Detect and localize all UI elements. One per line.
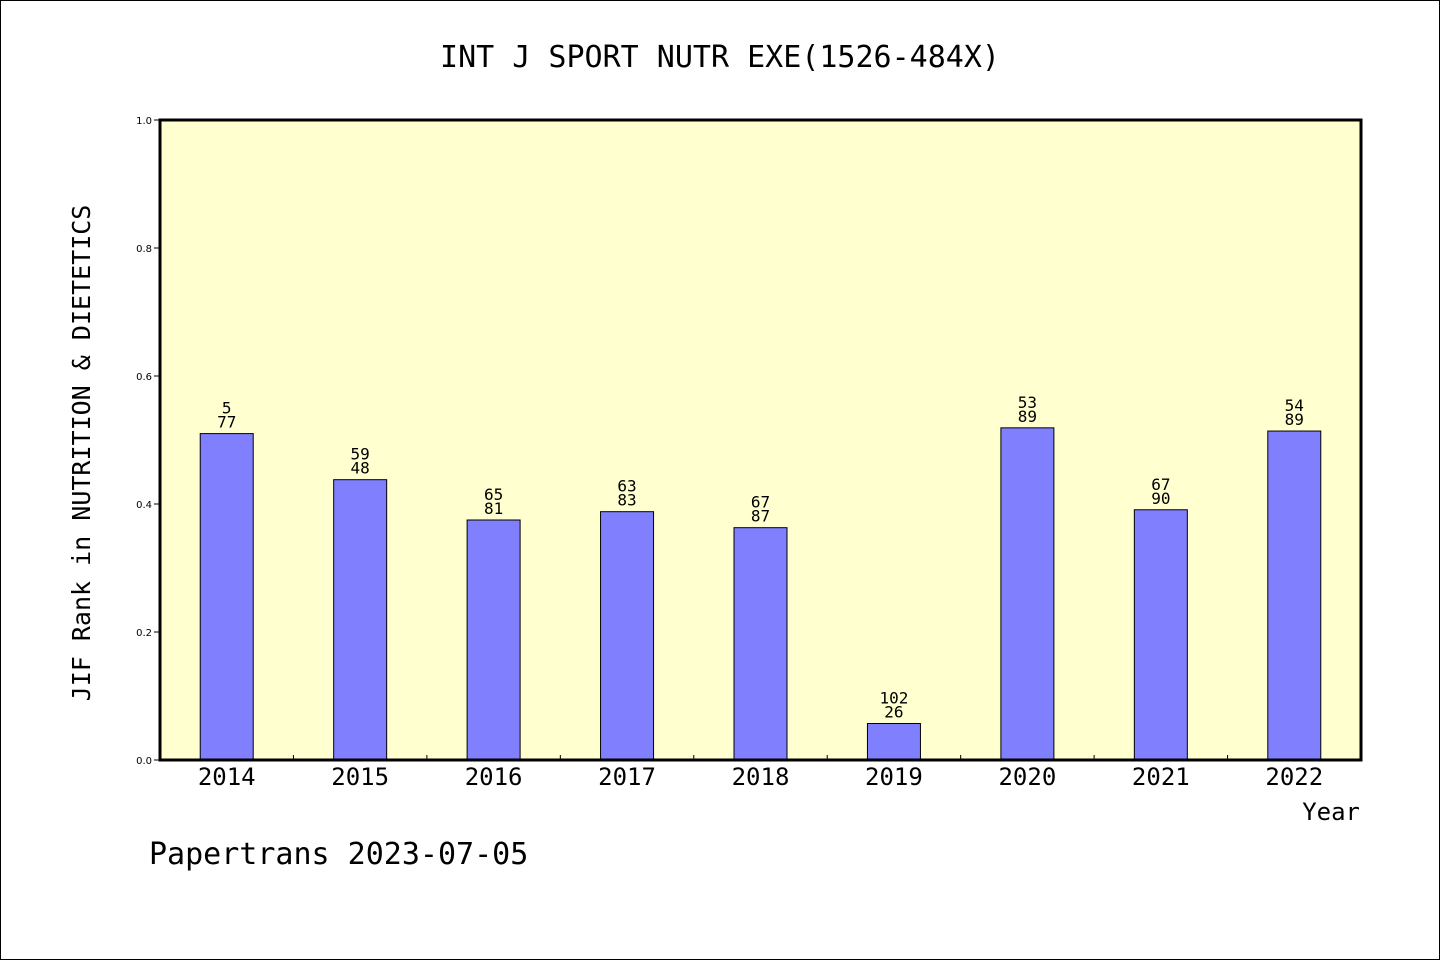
bar-label-rank: 63	[617, 477, 636, 496]
y-tick-label: 0.8	[136, 244, 152, 255]
x-tick-label: 2021	[1132, 763, 1190, 791]
bar-label-rank: 67	[751, 493, 770, 512]
x-axis-ticks: 2014 2015 2016 2017 2018 2019 2020 2021 2022	[198, 755, 1323, 791]
bar-label-rank: 65	[484, 485, 503, 504]
bar-label-percentile: 87	[751, 507, 770, 526]
x-tick-label: 2017	[598, 763, 656, 791]
bar-label-rank: 59	[351, 445, 370, 464]
y-axis-ticks: 0.0 0.2 0.4 0.6 0.8 1.0	[136, 116, 160, 767]
bar-label-percentile: 26	[884, 703, 903, 722]
bar-2016	[466, 519, 521, 761]
y-tick-label: 0.2	[136, 628, 152, 639]
bar-label-percentile: 89	[1018, 407, 1037, 426]
y-tick-label: 0.4	[136, 500, 152, 511]
bars-group	[199, 427, 1322, 761]
chart-title: INT J SPORT NUTR EXE(1526-484X)	[440, 40, 1000, 75]
bar-label-percentile: 48	[351, 459, 370, 478]
x-tick-label: 2018	[732, 763, 790, 791]
bar-2015	[333, 479, 388, 761]
footer-watermark: Papertrans 2023-07-05	[149, 837, 528, 872]
x-tick-label: 2022	[1265, 763, 1323, 791]
bar-2019	[866, 723, 921, 761]
bar-label-percentile: 77	[217, 413, 236, 432]
bar-2017	[600, 511, 655, 761]
y-axis-label: JIF Rank in NUTRITION & DIETETICS	[67, 205, 96, 702]
bar-2022	[1267, 430, 1322, 761]
bar-2020	[1000, 427, 1055, 761]
bar-2018	[733, 527, 788, 761]
bar-label-rank: 54	[1285, 396, 1304, 415]
x-tick-label: 2019	[865, 763, 923, 791]
y-tick-label: 1.0	[136, 116, 152, 127]
x-tick-label: 2020	[998, 763, 1056, 791]
plot-border	[158, 118, 1363, 762]
x-axis-label: Year	[1302, 798, 1360, 826]
bar-label-percentile: 89	[1285, 410, 1304, 429]
bar-label-percentile: 90	[1151, 489, 1170, 508]
bar-label-rank: 102	[879, 689, 908, 708]
x-tick-label: 2014	[198, 763, 256, 791]
bar-label-rank: 53	[1018, 393, 1037, 412]
bar-label-percentile: 81	[484, 499, 503, 518]
bar-label-rank: 5	[222, 399, 232, 418]
x-tick-label: 2016	[465, 763, 523, 791]
y-tick-label: 0.0	[136, 756, 152, 767]
y-tick-label: 0.6	[136, 372, 152, 383]
x-tick-label: 2015	[331, 763, 389, 791]
bar-2021	[1133, 509, 1188, 761]
bar-label-percentile: 83	[617, 491, 636, 510]
bar-label-rank: 67	[1151, 475, 1170, 494]
bar-2014	[199, 433, 254, 761]
